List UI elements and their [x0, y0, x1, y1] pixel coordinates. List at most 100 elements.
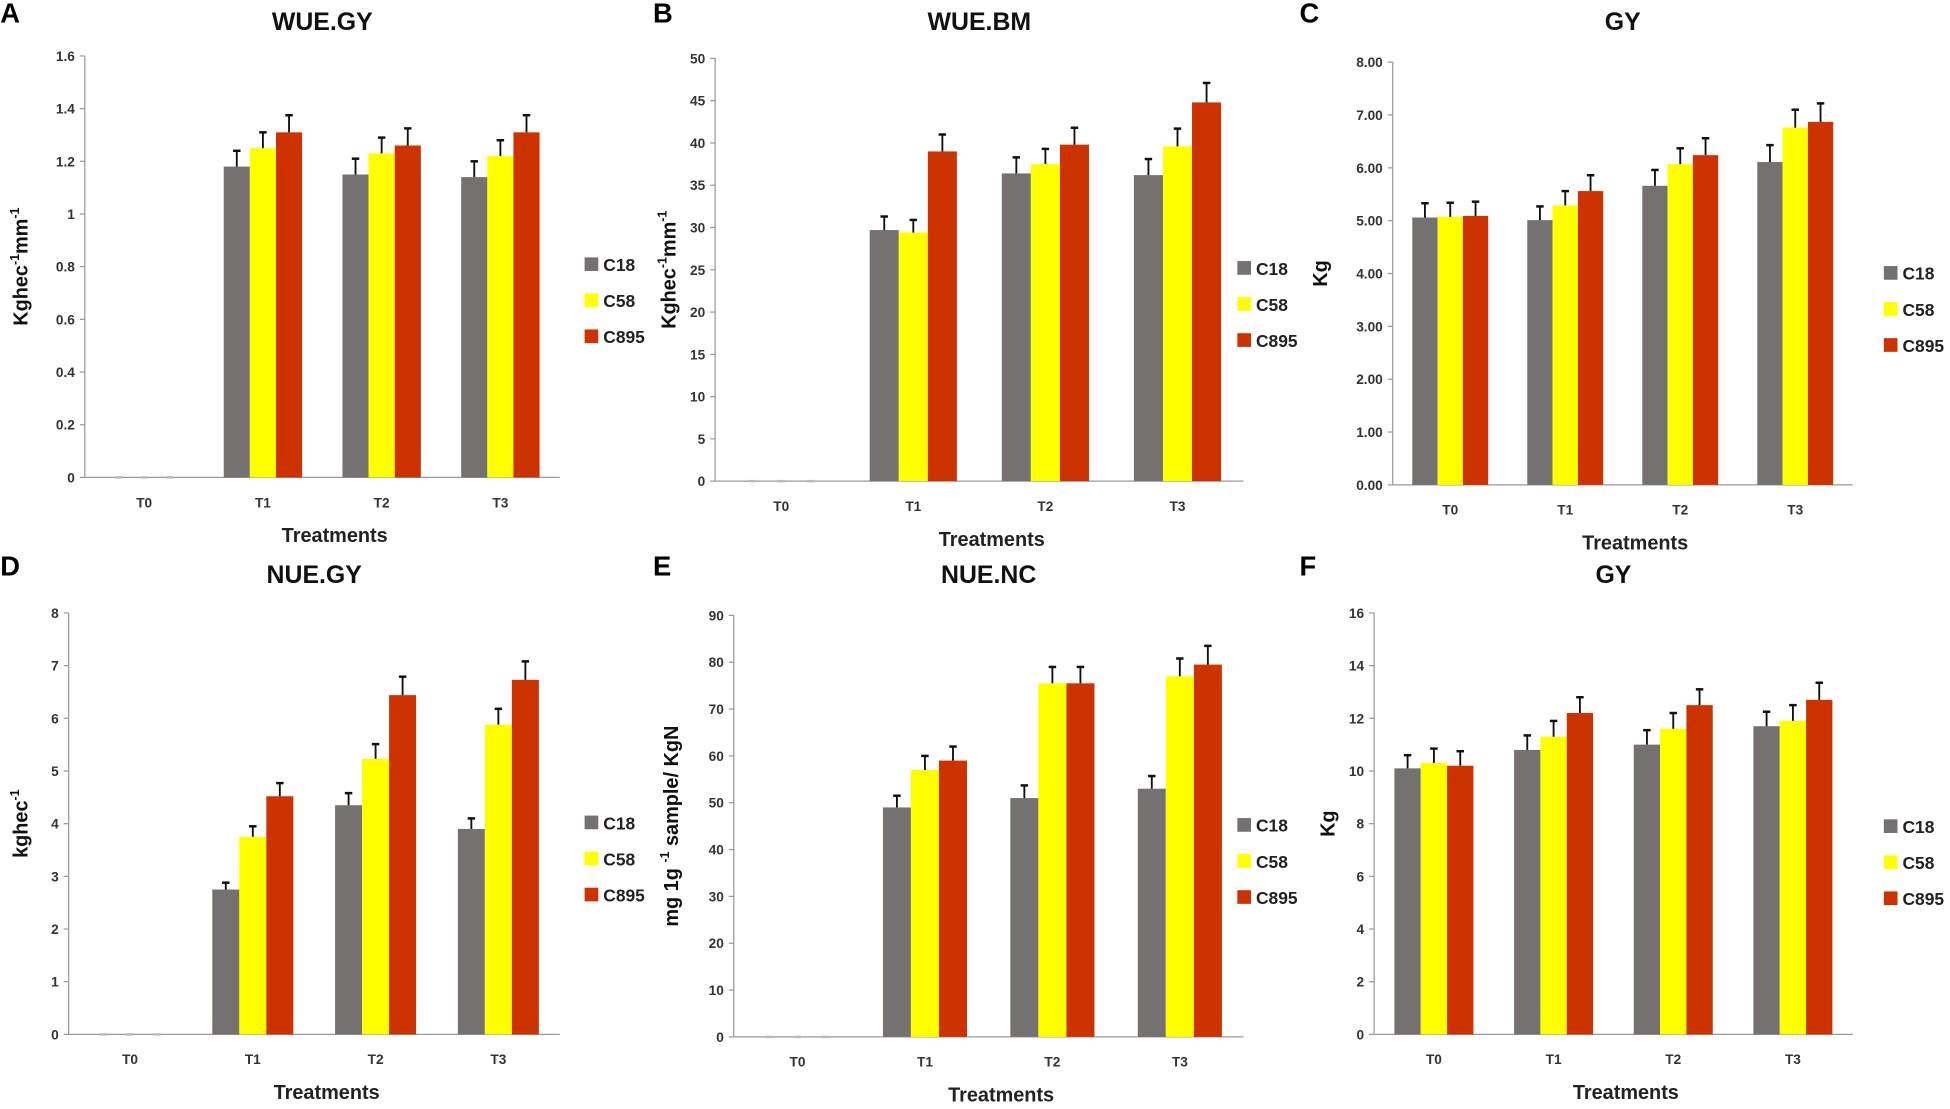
y-tick-label: 40	[690, 136, 706, 151]
legend-label-c18: C18	[1902, 817, 1934, 837]
panel-letter: F	[1299, 551, 1316, 582]
x-tick-label: T3	[492, 495, 508, 510]
chart-panel-c: C GY 0.00 1.00 2.00 3.00 4.00 5.00 6.00 7.00 8.00 K…	[1299, 0, 1944, 555]
chart-panel-d: D NUE.GY 0 1 2 3 4 5 6 7 8 kghec-1 T0 T1 T2 T3 Treatment…	[0, 551, 645, 1104]
bar-c895-t2	[389, 695, 417, 1035]
y-axis-label-text: mm	[658, 222, 680, 257]
y-tick-label: 6.00	[1356, 161, 1383, 176]
y-tick-label: 1	[51, 975, 59, 990]
y-tick-label: 7.00	[1356, 108, 1383, 123]
panel-letter: E	[653, 551, 671, 582]
chart-panel-f: F GY 0 2 4 6 8 10 12 14 16 Kg T0 T1 T2 T3 Treatments C18 C…	[1299, 551, 1944, 1104]
chart-title: WUE.BM	[928, 8, 1032, 36]
bar-c895-t1	[1577, 191, 1604, 485]
bar-c58-t0	[1420, 763, 1448, 1035]
bar-c18-t1	[223, 166, 250, 478]
chart-title: NUE.GY	[267, 561, 363, 589]
bar-c18-t2	[342, 174, 369, 478]
legend-swatch-c895	[1883, 338, 1898, 352]
x-tick-label: T2	[368, 1052, 384, 1067]
legend-label-c58: C58	[1256, 852, 1288, 872]
bar-c895-t3	[1193, 664, 1222, 1037]
y-tick-label: 70	[709, 702, 725, 717]
y-tick-label: 12	[1349, 711, 1365, 726]
x-axis-label: Treatments	[1582, 533, 1688, 555]
x-tick-label: T1	[1557, 503, 1573, 518]
y-tick-label: 1.6	[56, 49, 75, 64]
x-tick-label: T3	[1170, 499, 1186, 514]
bar-c895-t1	[927, 151, 957, 482]
panel-letter: D	[0, 551, 20, 582]
bar-c895-t2	[1686, 705, 1713, 1035]
legend-label-c18: C18	[1256, 816, 1288, 836]
bar-c58-t3	[484, 724, 512, 1035]
chart-title: NUE.NC	[941, 561, 1036, 589]
x-tick-label: T1	[905, 499, 921, 514]
legend-label-c18: C18	[603, 255, 635, 275]
y-tick-label: 8	[1357, 817, 1365, 832]
y-axis-label-superscript: -1	[8, 789, 22, 800]
bar-c58-t2	[1038, 683, 1067, 1037]
x-tick-label: T2	[1037, 499, 1053, 514]
y-axis-label-text: mm	[11, 219, 33, 254]
y-tick-label: 1	[67, 207, 75, 222]
y-tick-label: 0.6	[56, 312, 75, 327]
legend-label-c895: C895	[603, 885, 645, 905]
x-tick-label: T0	[122, 1052, 138, 1067]
y-tick-label: 15	[690, 347, 706, 362]
x-tick-label: T0	[773, 499, 789, 514]
y-axis-label-superscript: -1	[656, 257, 670, 268]
bar-c18-t2	[335, 805, 363, 1035]
y-tick-label: 45	[690, 94, 706, 109]
y-tick-label: 80	[709, 655, 725, 670]
bar-c58-t1	[239, 836, 267, 1035]
y-tick-label: 3.00	[1356, 319, 1383, 334]
bar-c895-t2	[1692, 155, 1719, 485]
y-tick-label: 35	[690, 178, 706, 193]
bar-c895-t1	[275, 132, 303, 478]
y-tick-label: 50	[709, 796, 725, 811]
legend-label-c58: C58	[1902, 300, 1934, 320]
bar-c895-t3	[1807, 121, 1834, 485]
y-axis-label-text: kghec	[11, 800, 33, 857]
chart-title: GY	[1605, 8, 1641, 36]
legend-swatch-c18	[1883, 819, 1898, 833]
x-tick-label: T1	[1546, 1052, 1562, 1067]
y-tick-label: 5	[698, 432, 706, 447]
y-tick-label: 0.8	[56, 260, 75, 275]
y-tick-label: 0	[698, 474, 706, 489]
y-tick-label: 0	[716, 1030, 724, 1045]
y-tick-label: 1.00	[1356, 425, 1383, 440]
bar-c58-t2	[368, 153, 395, 478]
y-tick-label: 4	[51, 817, 59, 832]
legend-swatch-c895	[1237, 333, 1252, 347]
bar-c58-t1	[1552, 205, 1578, 485]
panel-letter: A	[0, 0, 20, 28]
chart-panel-e: E NUE.NC 0 10 20 30 40 50 60 70 80 90 mg 1g -1 sampl…	[653, 551, 1298, 1107]
x-tick-label: T2	[1672, 503, 1688, 518]
y-axis-label-text: Kghec	[11, 265, 33, 326]
y-tick-label: 2	[1357, 975, 1365, 990]
legend-swatch-c58	[1237, 297, 1252, 311]
y-tick-label: 7	[51, 659, 59, 674]
x-tick-label: T2	[374, 495, 390, 510]
bar-c895-t3	[513, 132, 540, 478]
y-tick-label: 50	[690, 51, 706, 66]
bar-c895-t0	[1462, 215, 1489, 485]
y-tick-label: 6	[51, 711, 59, 726]
x-tick-label: T0	[1426, 1052, 1442, 1067]
bar-c58-t2	[1660, 728, 1687, 1035]
y-tick-label: 20	[690, 305, 706, 320]
x-tick-label: T3	[1787, 503, 1803, 518]
y-axis-label: Kg	[1310, 260, 1332, 287]
bar-c18-t2	[1001, 173, 1031, 482]
bar-c18-t3	[461, 177, 488, 478]
legend-label-c58: C58	[603, 849, 635, 869]
y-tick-label: 0.4	[56, 365, 75, 380]
legend-label-c18: C18	[1902, 264, 1934, 284]
bar-c18-t1	[882, 807, 911, 1037]
chart-title: WUE.GY	[272, 8, 373, 36]
y-axis-label-text: Kg	[1310, 260, 1332, 287]
y-tick-label: 5.00	[1356, 214, 1383, 229]
